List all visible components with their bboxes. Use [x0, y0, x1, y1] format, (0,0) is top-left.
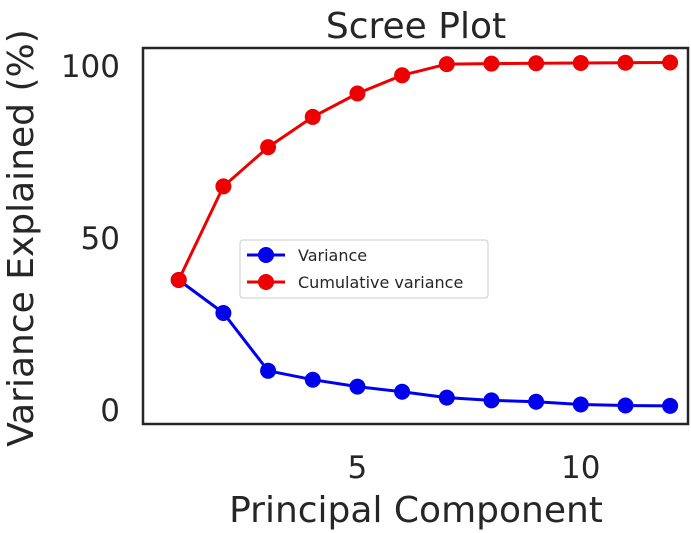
cumulative-variance-point-10	[572, 54, 589, 71]
y-axis-label: Variance Explained (%)	[1, 29, 42, 446]
legend-variance-label: Variance	[298, 246, 367, 265]
x-tick-label-10: 10	[561, 450, 600, 486]
legend-cumulative-variance-label: Cumulative variance	[298, 273, 463, 292]
cumulative-variance-point-5	[349, 85, 366, 102]
variance-point-10	[572, 396, 589, 413]
chart-title: Scree Plot	[326, 6, 506, 47]
y-axis-ticks: 0 50 100	[61, 49, 120, 429]
x-tick-label-5: 5	[348, 450, 368, 486]
legend-variance-marker	[258, 247, 274, 263]
cumulative-variance-point-1	[170, 271, 187, 288]
legend: Variance Cumulative variance	[239, 239, 489, 299]
cumulative-variance-point-3	[260, 139, 277, 156]
variance-point-7	[438, 389, 455, 406]
y-tick-label-100: 100	[61, 49, 120, 85]
cumulative-variance-point-11	[617, 54, 634, 71]
variance-point-3	[260, 362, 277, 379]
legend-cumulative-variance-marker	[258, 274, 274, 290]
variance-point-6	[394, 383, 411, 400]
y-tick-label-50: 50	[81, 221, 120, 257]
plot-frame	[141, 46, 690, 426]
cumulative-variance-point-4	[304, 108, 321, 125]
plot-area	[170, 54, 679, 414]
y-tick-label-0: 0	[100, 393, 120, 429]
cumulative-variance-point-6	[394, 67, 411, 84]
variance-point-12	[662, 397, 679, 414]
cumulative-variance-point-12	[662, 54, 679, 71]
variance-point-11	[617, 397, 634, 414]
cumulative-variance-point-2	[215, 178, 232, 195]
variance-point-9	[528, 393, 545, 410]
cumulative-variance-point-9	[528, 55, 545, 72]
cumulative-variance-point-7	[438, 56, 455, 73]
x-axis-label: Principal Component	[229, 490, 603, 531]
x-axis-ticks: 5 10	[348, 450, 601, 486]
variance-point-2	[215, 304, 232, 321]
variance-line	[177, 278, 671, 408]
variance-point-5	[349, 378, 366, 395]
legend-box	[239, 239, 489, 299]
variance-point-4	[304, 371, 321, 388]
variance-point-8	[483, 392, 500, 409]
cumulative-variance-point-8	[483, 55, 500, 72]
